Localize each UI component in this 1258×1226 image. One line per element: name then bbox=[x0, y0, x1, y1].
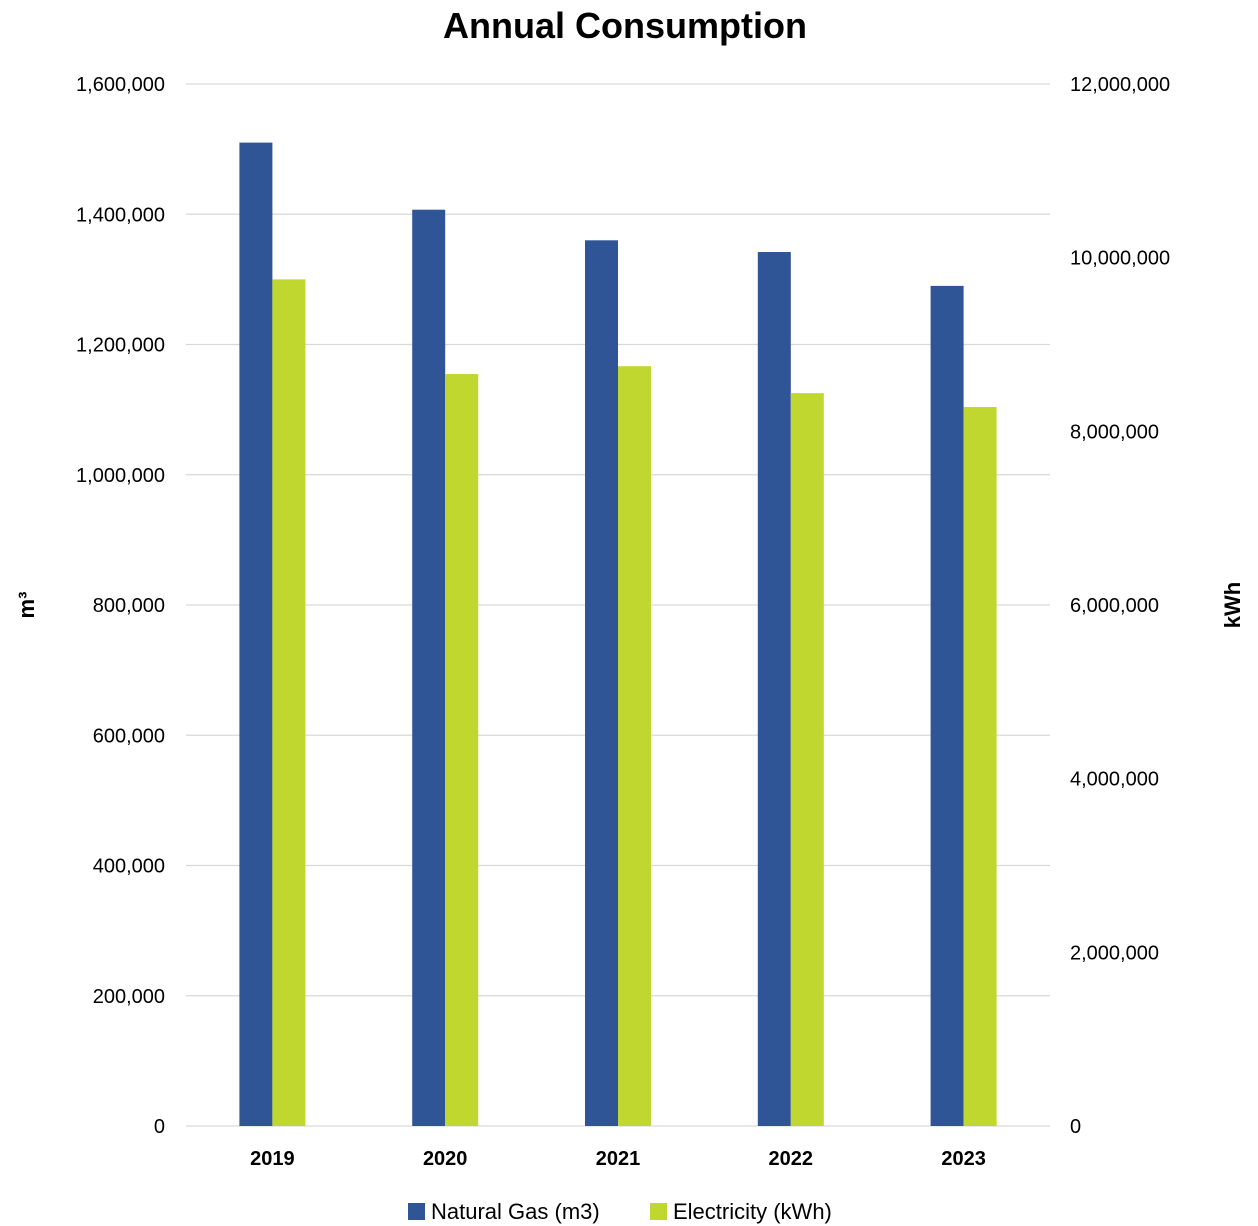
electricity-bar-2019 bbox=[272, 279, 306, 1126]
electricity-bar-2020 bbox=[445, 374, 479, 1127]
left-axis-title: m³ bbox=[14, 592, 39, 619]
legend-swatch bbox=[408, 1203, 425, 1220]
right-tick-label: 2,000,000 bbox=[1070, 942, 1159, 964]
right-axis-title: kWh bbox=[1220, 582, 1245, 628]
legend-swatch bbox=[650, 1203, 667, 1220]
left-axis-ticks: 0 200,000 400,000 600,000 800,000 1,000,000 1,… bbox=[76, 74, 165, 1138]
left-tick-label: 1,600,000 bbox=[76, 74, 165, 96]
legend: Natural Gas (m3) Electricity (kWh) bbox=[408, 1199, 832, 1224]
right-tick-label: 4,000,000 bbox=[1070, 769, 1159, 791]
right-tick-label: 10,000,000 bbox=[1070, 248, 1170, 270]
left-tick-label: 800,000 bbox=[93, 595, 165, 617]
category-label: 2020 bbox=[423, 1148, 468, 1170]
category-label: 2021 bbox=[596, 1148, 641, 1170]
left-tick-label: 0 bbox=[154, 1116, 165, 1138]
legend-label: Electricity (kWh) bbox=[673, 1199, 832, 1224]
left-tick-label: 1,000,000 bbox=[76, 465, 165, 487]
legend-label: Natural Gas (m3) bbox=[431, 1199, 600, 1224]
left-tick-label: 1,200,000 bbox=[76, 335, 165, 357]
right-tick-label: 12,000,000 bbox=[1070, 74, 1170, 96]
category-label: 2023 bbox=[941, 1148, 986, 1170]
right-axis-ticks: 0 2,000,000 4,000,000 6,000,000 8,000,000 10,… bbox=[1070, 74, 1170, 1138]
right-tick-label: 8,000,000 bbox=[1070, 421, 1159, 443]
left-tick-label: 400,000 bbox=[93, 856, 165, 878]
category-label: 2019 bbox=[250, 1148, 295, 1170]
electricity-bar-2022 bbox=[790, 393, 824, 1126]
left-tick-label: 200,000 bbox=[93, 986, 165, 1008]
category-label: 2022 bbox=[769, 1148, 814, 1170]
right-tick-label: 0 bbox=[1070, 1116, 1081, 1138]
left-tick-label: 600,000 bbox=[93, 725, 165, 747]
natural-gas-bar-2021 bbox=[585, 240, 618, 1127]
left-tick-label: 1,400,000 bbox=[76, 204, 165, 226]
electricity-bar-2021 bbox=[618, 366, 651, 1126]
bars bbox=[239, 142, 997, 1127]
electricity-bar-2023 bbox=[963, 407, 997, 1126]
right-tick-label: 6,000,000 bbox=[1070, 595, 1159, 617]
natural-gas-bar-2019 bbox=[239, 142, 273, 1127]
chart-title: Annual Consumption bbox=[443, 5, 807, 46]
natural-gas-bar-2022 bbox=[757, 252, 791, 1126]
natural-gas-bar-2020 bbox=[412, 209, 446, 1126]
category-labels: 2019 2020 2021 2022 2023 bbox=[250, 1148, 986, 1170]
natural-gas-bar-2023 bbox=[930, 285, 964, 1126]
